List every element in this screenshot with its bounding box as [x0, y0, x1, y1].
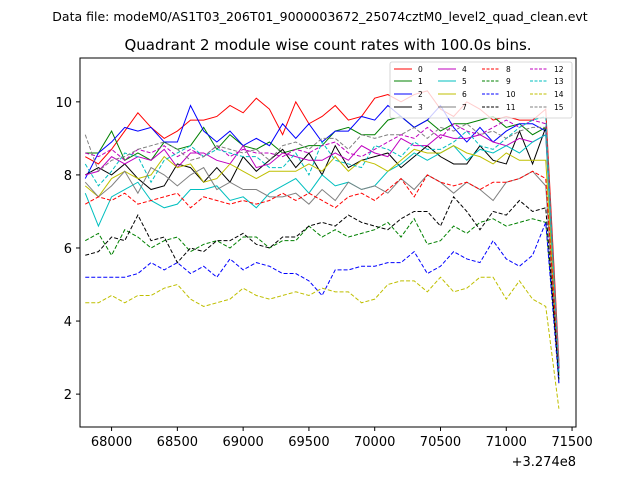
legend-label-9: 9	[506, 77, 511, 86]
y-tick-label: 2	[64, 388, 72, 403]
x-tick-label: 68500	[157, 435, 198, 450]
series-line-14	[85, 276, 560, 409]
x-tick-label: 70000	[354, 435, 395, 450]
legend-label-13: 13	[554, 77, 564, 86]
legend-label-8: 8	[506, 65, 511, 74]
y-tick-label: 4	[64, 315, 72, 330]
y-tick-label: 10	[55, 96, 72, 111]
x-tick-label: 68000	[91, 435, 132, 450]
legend-label-4: 4	[462, 65, 467, 74]
series-line-3	[85, 127, 560, 369]
legend-label-14: 14	[554, 90, 564, 99]
series-line-0	[85, 90, 560, 362]
legend-label-3: 3	[418, 103, 423, 112]
series-line-5	[84, 133, 560, 380]
x-tick-label: 71500	[551, 435, 592, 450]
series-line-10	[85, 222, 560, 384]
legend-label-7: 7	[462, 103, 467, 112]
legend-label-10: 10	[506, 90, 516, 99]
series-line-9	[85, 217, 560, 376]
legend-box	[389, 61, 573, 119]
y-tick-label: 6	[64, 242, 72, 257]
x-axis: 68000 68500 69000 69500 70000 70500 71000 71500	[91, 427, 593, 450]
chart-title: Quadrant 2 module wise count rates with …	[124, 36, 531, 54]
series-line-11	[85, 195, 560, 380]
series-line-7	[84, 166, 560, 384]
plot-area	[84, 90, 560, 409]
x-tick-label: 69000	[222, 435, 263, 450]
legend-label-5: 5	[462, 77, 467, 86]
series-line-13	[84, 115, 560, 373]
legend-label-11: 11	[506, 103, 516, 112]
legend-label-0: 0	[418, 65, 423, 74]
series-line-4	[85, 133, 560, 365]
series-line-6	[84, 145, 560, 376]
axes-frame	[79, 57, 577, 428]
series-line-12	[85, 119, 560, 369]
x-offset-label: +3.274e8	[512, 455, 576, 470]
x-tick-label: 69500	[288, 435, 329, 450]
series-line-8	[85, 170, 560, 373]
legend-label-12: 12	[554, 65, 564, 74]
x-tick-label: 70500	[420, 435, 461, 450]
legend-label-1: 1	[418, 77, 423, 86]
y-tick-label: 8	[64, 169, 72, 184]
figure-suptitle: Data file: modeM0/AS1T03_206T01_90000036…	[52, 9, 587, 24]
legend-label-15: 15	[554, 103, 564, 112]
legend-label-6: 6	[462, 90, 467, 99]
legend-label-2: 2	[418, 90, 423, 99]
series-line-15	[84, 123, 560, 365]
y-axis: 2 4 6 8 10	[55, 96, 80, 403]
x-tick-label: 71000	[486, 435, 527, 450]
